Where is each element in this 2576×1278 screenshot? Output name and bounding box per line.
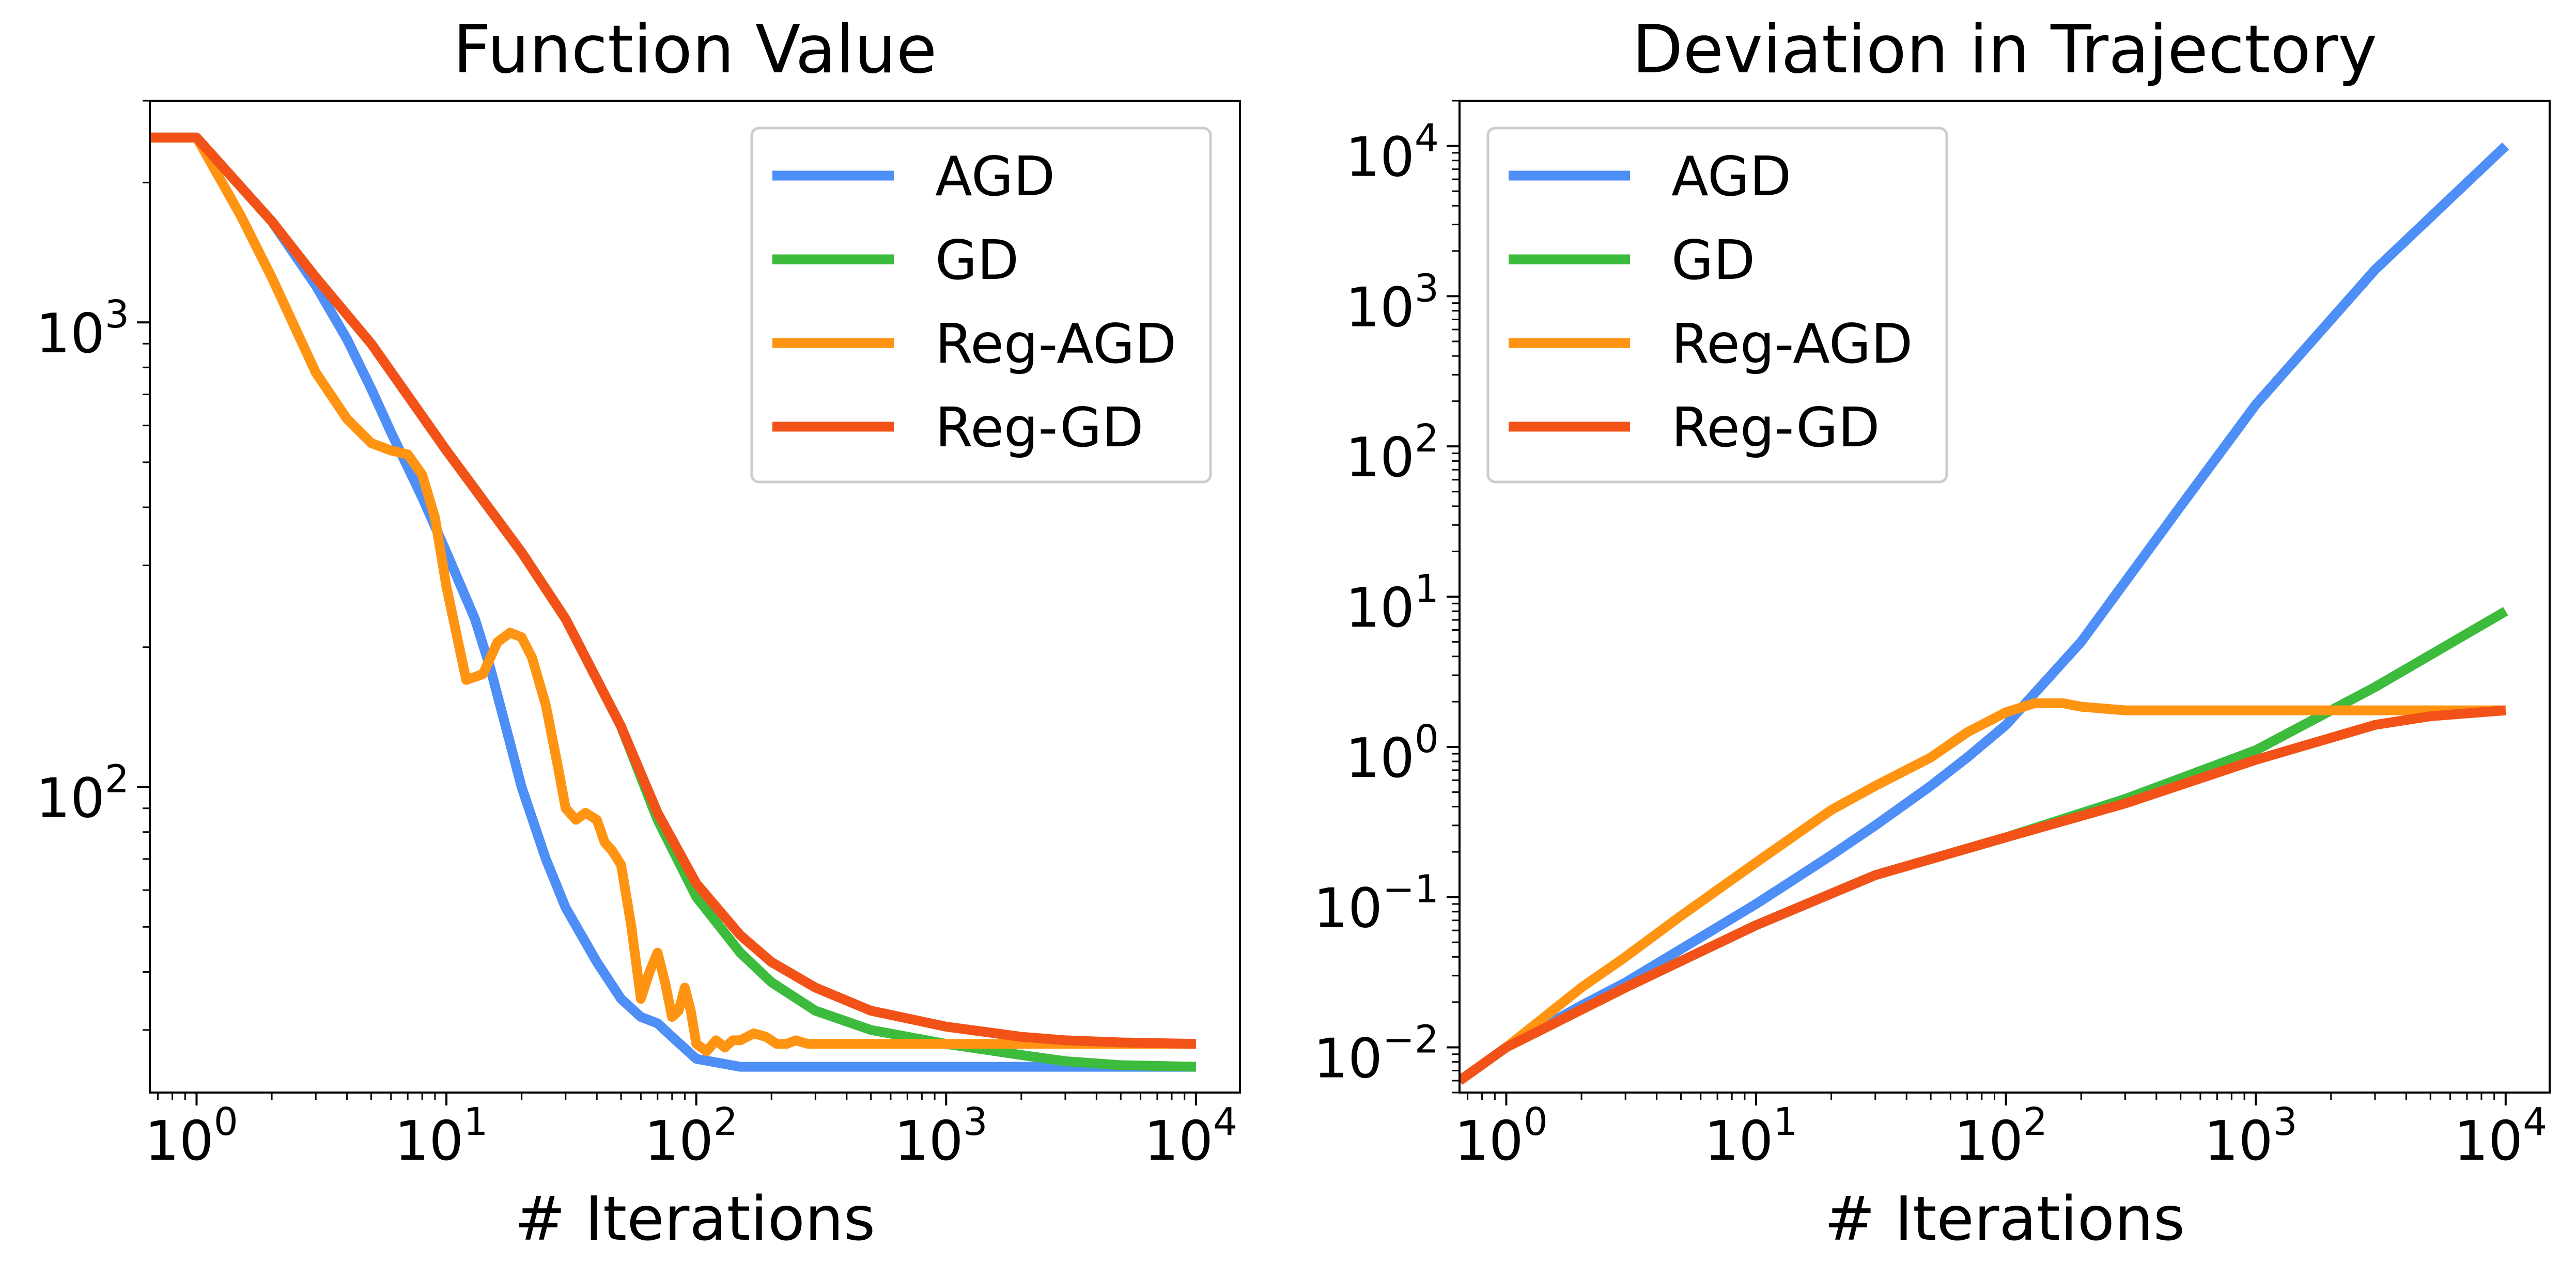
- chart1-x-tick-base: 10: [1454, 1110, 1524, 1173]
- chart1-x-tick-label: 101: [1704, 1100, 1798, 1173]
- chart0-legend-label: Reg-AGD: [935, 313, 1176, 376]
- chart1-x-tick-label: 102: [1954, 1100, 2047, 1173]
- chart0-x-tick-label: 104: [1144, 1100, 1237, 1173]
- chart0-x-tick-exp: 1: [463, 1100, 488, 1144]
- chart1-y-tick-base: 10: [1313, 1027, 1383, 1090]
- chart0-x-tick-label: 102: [644, 1100, 738, 1173]
- chart1-legend-label: Reg-AGD: [1671, 313, 1913, 376]
- chart0-y-tick-base: 10: [36, 302, 105, 365]
- chart1-y-tick-label: 10−1: [1313, 867, 1439, 940]
- chart1-y-tick-exp: −2: [1383, 1017, 1439, 1062]
- chart0-x-tick-label: 101: [395, 1100, 488, 1173]
- chart1-y-tick-base: 10: [1313, 877, 1383, 940]
- chart1-x-tick-base: 10: [1704, 1110, 1774, 1173]
- chart0-x-tick-base: 10: [644, 1110, 713, 1173]
- chart0-x-tick-exp: 3: [964, 1100, 988, 1144]
- chart0-x-tick-label: 103: [894, 1100, 988, 1173]
- chart0-plot-frame: [149, 100, 1241, 1094]
- chart0-series-line-agd: [150, 132, 1196, 1072]
- chart1-y-tick-label: 10−2: [1313, 1017, 1439, 1090]
- chart1-x-tick-label: 100: [1454, 1100, 1548, 1173]
- chart1-x-tick-exp: 1: [1773, 1100, 1797, 1144]
- chart1-x-tick-exp: 3: [2273, 1100, 2298, 1144]
- chart1-x-tick-base: 10: [2454, 1110, 2523, 1173]
- chart0-legend-label: AGD: [935, 145, 1055, 208]
- chart1-y-tick-base: 10: [1345, 727, 1415, 790]
- chart1-x-tick-exp: 4: [2523, 1100, 2547, 1144]
- chart0-legend-label: GD: [935, 229, 1019, 292]
- chart1-legend-label: AGD: [1671, 145, 1791, 208]
- chart0-series-line-reg-gd: [150, 132, 1196, 1049]
- chart0-title: Function Value: [453, 11, 937, 88]
- chart1-legend-box: [1486, 127, 1948, 484]
- chart1-x-tick-exp: 0: [1524, 1100, 1548, 1144]
- chart1-series-line-reg-gd: [1460, 705, 2506, 1085]
- chart1-x-tick-base: 10: [1954, 1110, 2023, 1173]
- chart0-x-tick-base: 10: [145, 1110, 214, 1173]
- chart1-x-tick-label: 104: [2454, 1100, 2547, 1173]
- chart0-legend: AGD GD Reg-AGD Reg-GD: [750, 127, 1212, 484]
- chart0-x-tick-exp: 0: [214, 1100, 238, 1144]
- chart0-y-tick-label: 103: [36, 292, 129, 365]
- chart1-y-tick-exp: 0: [1415, 717, 1439, 761]
- chart1-legend: AGD GD Reg-AGD Reg-GD: [1486, 127, 1948, 484]
- chart1-y-tick-label: 102: [1345, 416, 1439, 489]
- chart0-y-tick-exp: 2: [105, 757, 129, 802]
- chart1-x-axis-label: # Iterations: [1824, 1183, 2185, 1254]
- chart1-y-tick-label: 100: [1345, 717, 1439, 790]
- chart0-x-tick-exp: 2: [713, 1100, 738, 1144]
- chart1-title: Deviation in Trajectory: [1632, 11, 2377, 88]
- chart1-x-tick-label: 103: [2204, 1100, 2298, 1173]
- chart0-x-tick-base: 10: [395, 1110, 464, 1173]
- chart0-legend-box: [750, 127, 1212, 484]
- chart1-y-tick-label: 104: [1345, 116, 1439, 189]
- chart1-y-tick-base: 10: [1345, 426, 1415, 489]
- chart1-y-tick-label: 103: [1345, 266, 1439, 339]
- chart1-legend-label: Reg-GD: [1671, 396, 1880, 459]
- chart0-legend-label: Reg-GD: [935, 396, 1143, 459]
- chart0-x-axis-label: # Iterations: [515, 1183, 875, 1254]
- chart0-x-tick-base: 10: [894, 1110, 964, 1173]
- chart1-y-tick-base: 10: [1345, 126, 1415, 189]
- chart0-series-line-reg-agd: [150, 132, 1196, 1056]
- chart1-y-tick-exp: 3: [1415, 266, 1439, 310]
- chart0-x-tick-base: 10: [1144, 1110, 1213, 1173]
- chart1-x-tick-base: 10: [2204, 1110, 2273, 1173]
- chart0-x-tick-exp: 4: [1213, 1100, 1237, 1144]
- chart1-y-tick-label: 101: [1345, 567, 1439, 640]
- chart0-y-tick-exp: 3: [105, 292, 129, 337]
- chart1-series-line-reg-agd: [1460, 698, 2506, 1085]
- chart0-x-tick-label: 100: [145, 1100, 238, 1173]
- chart1-y-tick-base: 10: [1345, 576, 1415, 640]
- chart1-y-tick-exp: 4: [1415, 116, 1439, 161]
- chart1-y-tick-exp: 2: [1415, 416, 1439, 461]
- chart1-y-tick-exp: 1: [1415, 567, 1439, 611]
- chart1-legend-label: GD: [1671, 229, 1755, 292]
- chart1-x-tick-exp: 2: [2023, 1100, 2047, 1144]
- chart1-plot-frame: [1458, 100, 2551, 1094]
- chart0-y-tick-label: 102: [36, 757, 129, 830]
- chart0-y-tick-base: 10: [36, 767, 105, 830]
- chart1-y-tick-exp: −1: [1383, 867, 1439, 912]
- chart1-y-tick-base: 10: [1345, 276, 1415, 339]
